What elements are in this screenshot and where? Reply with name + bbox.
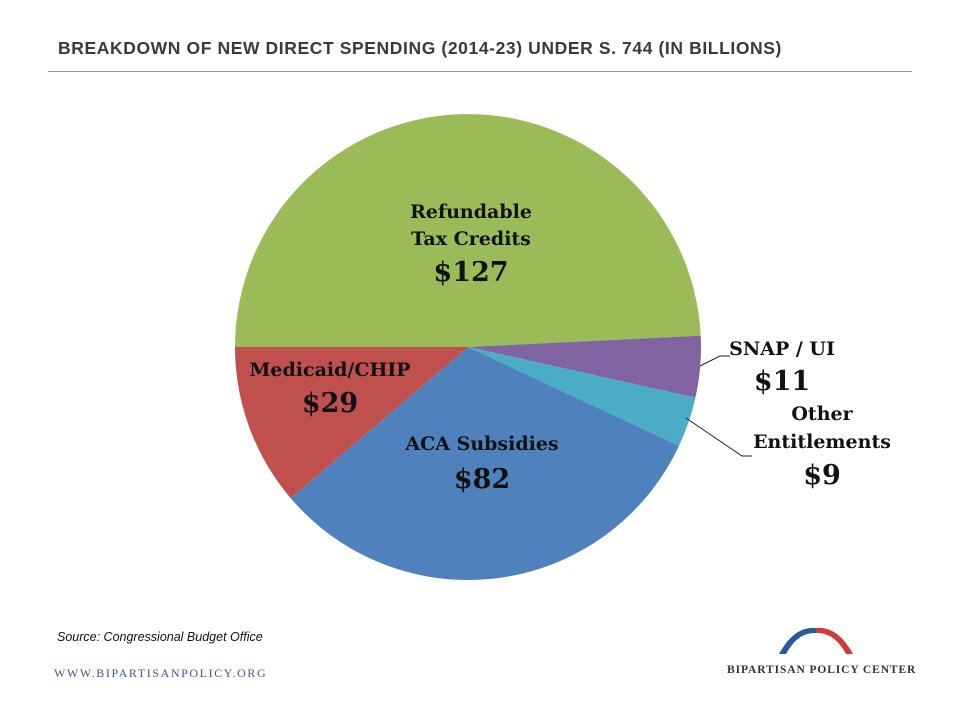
- slice-label-other: Entitlements: [753, 431, 891, 453]
- slice-label-snap: SNAP / UI: [729, 338, 835, 360]
- leader-line-other: [685, 417, 752, 457]
- slice-label-other: Other: [791, 403, 853, 425]
- slice-value-refundable: $127: [433, 257, 508, 288]
- slice-label-refundable: Tax Credits: [411, 228, 531, 250]
- slice-label-refundable: Refundable: [410, 201, 532, 223]
- pie-slice-aca: [290, 347, 679, 581]
- logo-red-arc: [816, 627, 853, 654]
- slice-value-medicaid: $29: [302, 388, 358, 419]
- slice-value-snap: $11: [754, 366, 810, 397]
- slice-label-medicaid: Medicaid/CHIP: [249, 359, 410, 381]
- pie-slice-other: [468, 347, 696, 446]
- slice-value-aca: $82: [454, 464, 510, 495]
- website-url: WWW.BIPARTISANPOLICY.ORG: [54, 666, 268, 680]
- title-divider: [48, 71, 912, 72]
- bpc-logo-icon: [779, 627, 853, 654]
- source-note: Source: Congressional Budget Office: [57, 630, 263, 644]
- logo-blue-arc: [779, 627, 816, 654]
- pie-slice-snap: [468, 335, 701, 398]
- pie-slice-refundable: [235, 114, 701, 347]
- pie-chart: Refundable Tax Credits $127 SNAP / UI $11 Oth…: [235, 114, 891, 581]
- slice-value-other: $9: [803, 460, 841, 491]
- organization-name: BIPARTISAN POLICY CENTER: [727, 664, 917, 676]
- slice-label-aca: ACA Subsidies: [404, 433, 558, 455]
- pie-slice-medicaid: [235, 347, 468, 499]
- chart-title: BREAKDOWN OF NEW DIRECT SPENDING (2014-2…: [58, 38, 782, 58]
- leader-line-snap: [699, 355, 730, 367]
